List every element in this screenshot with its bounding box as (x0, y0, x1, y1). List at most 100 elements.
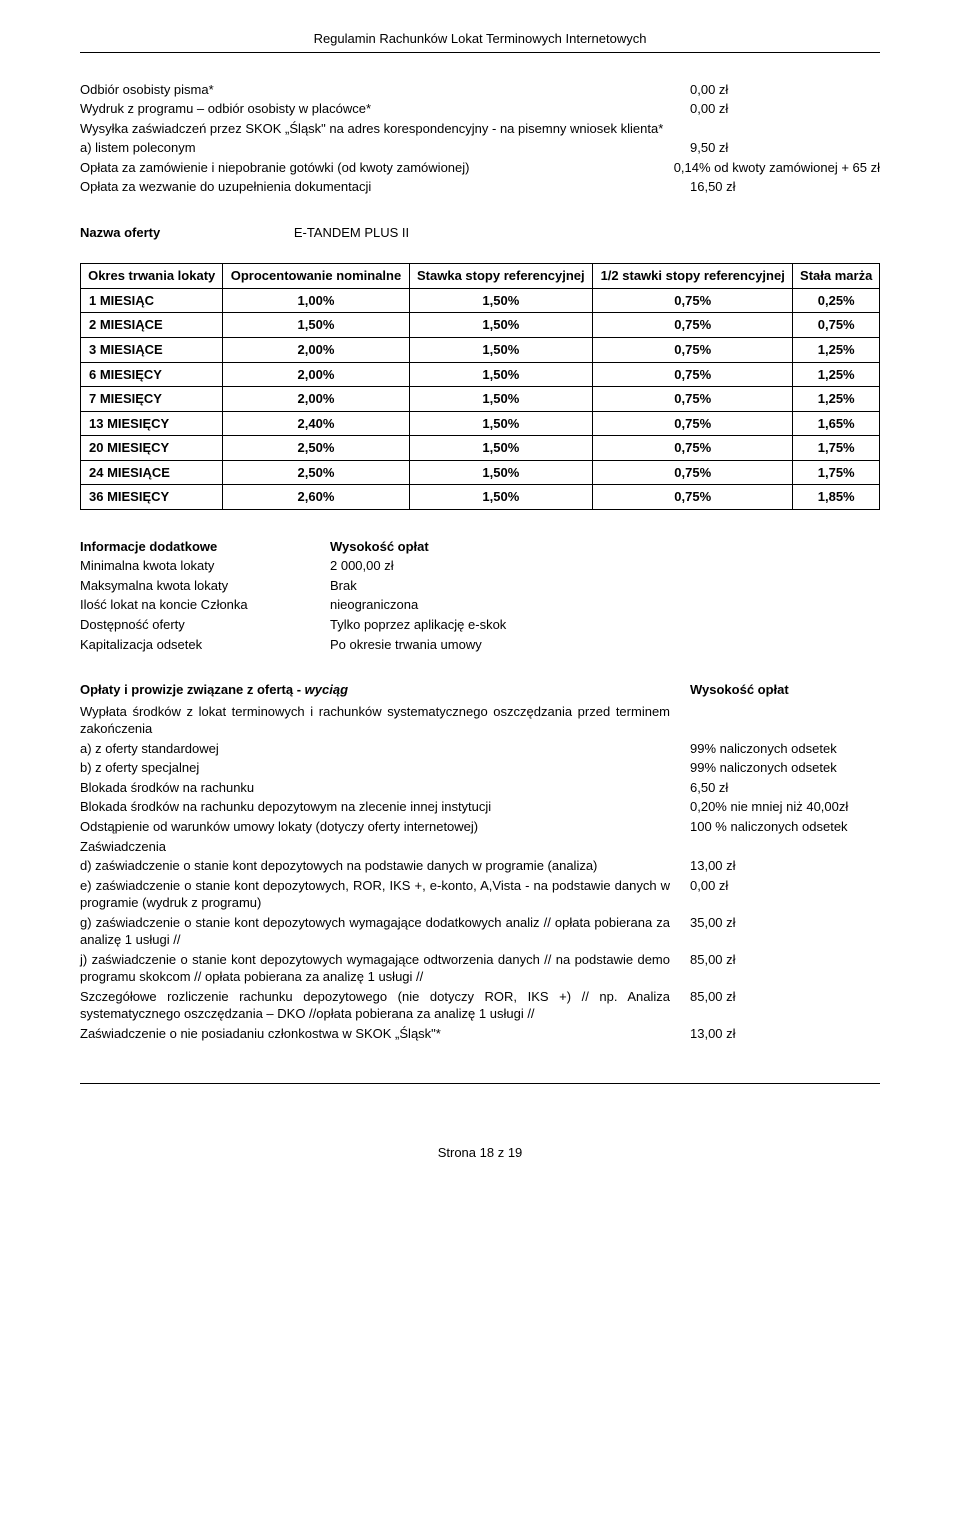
fee-row: Wypłata środków z lokat terminowych i ra… (80, 703, 880, 738)
rates-cell: 1,50% (409, 338, 592, 363)
fee-row: Wydruk z programu – odbiór osobisty w pl… (80, 100, 880, 118)
fee-value: 0,00 zł (690, 81, 880, 99)
rates-cell: 2,00% (223, 362, 409, 387)
fee-label: g) zaświadczenie o stanie kont depozytow… (80, 914, 690, 949)
rates-cell: 0,75% (793, 313, 880, 338)
info-value: nieograniczona (330, 596, 880, 614)
rates-cell: 7 MIESIĘCY (81, 387, 223, 412)
fee-value (690, 703, 880, 738)
fee-value: 85,00 zł (690, 988, 880, 1023)
footer-rule (80, 1083, 880, 1084)
fee-label: a) z oferty standardowej (80, 740, 690, 758)
rates-row: 7 MIESIĘCY2,00%1,50%0,75%1,25% (81, 387, 880, 412)
rates-cell: 2,00% (223, 387, 409, 412)
rates-cell: 0,75% (593, 288, 793, 313)
info-label: Minimalna kwota lokaty (80, 557, 330, 575)
fee-label: Odstąpienie od warunków umowy lokaty (do… (80, 818, 690, 836)
fee-row: Zaświadczenie o nie posiadaniu członkost… (80, 1025, 880, 1043)
fee-label: j) zaświadczenie o stanie kont depozytow… (80, 951, 690, 986)
rates-row: 2 MIESIĄCE1,50%1,50%0,75%0,75% (81, 313, 880, 338)
rates-cell: 1,50% (409, 411, 592, 436)
info-value: Brak (330, 577, 880, 595)
rates-cell: 20 MIESIĘCY (81, 436, 223, 461)
fee-value: 6,50 zł (690, 779, 880, 797)
fees2-block: Opłaty i prowizje związane z ofertą - wy… (80, 681, 880, 1042)
fee-value: 13,00 zł (690, 857, 880, 875)
fee-row: Opłata za wezwanie do uzupełnienia dokum… (80, 178, 880, 196)
rates-col-header: Oprocentowanie nominalne (223, 264, 409, 289)
fee-row: Wysyłka zaświadczeń przez SKOK „Śląsk" n… (80, 120, 880, 138)
offer-name-label: Nazwa oferty (80, 224, 160, 242)
rates-row: 13 MIESIĘCY2,40%1,50%0,75%1,65% (81, 411, 880, 436)
fee-row: a) listem poleconym9,50 zł (80, 139, 880, 157)
info-heading-left: Informacje dodatkowe (80, 538, 330, 556)
fee-value: 0,14% od kwoty zamówionej + 65 zł (674, 159, 880, 177)
info-row: Dostępność ofertyTylko poprzez aplikację… (80, 616, 880, 634)
fee-value: 35,00 zł (690, 914, 880, 949)
page-footer: Strona 18 z 19 (80, 1144, 880, 1162)
fee-row: Zaświadczenia (80, 838, 880, 856)
rates-cell: 1,50% (409, 387, 592, 412)
rates-cell: 36 MIESIĘCY (81, 485, 223, 510)
rates-cell: 0,75% (593, 387, 793, 412)
fee-label: Wypłata środków z lokat terminowych i ra… (80, 703, 690, 738)
fee-label: b) z oferty specjalnej (80, 759, 690, 777)
info-label: Dostępność oferty (80, 616, 330, 634)
info-row: Maksymalna kwota lokatyBrak (80, 577, 880, 595)
fee-value (690, 120, 880, 138)
info-value: Po okresie trwania umowy (330, 636, 880, 654)
rates-cell: 1,25% (793, 338, 880, 363)
rates-cell: 0,75% (593, 411, 793, 436)
fee-value: 0,00 zł (690, 100, 880, 118)
info-row: Minimalna kwota lokaty2 000,00 zł (80, 557, 880, 575)
info-value: 2 000,00 zł (330, 557, 880, 575)
fee-label: Blokada środków na rachunku (80, 779, 690, 797)
rates-table: Okres trwania lokatyOprocentowanie nomin… (80, 263, 880, 509)
rates-col-header: Stawka stopy referencyjnej (409, 264, 592, 289)
fee-label: Odbiór osobisty pisma* (80, 81, 690, 99)
rates-cell: 0,25% (793, 288, 880, 313)
rates-cell: 1,50% (409, 288, 592, 313)
rates-cell: 0,75% (593, 436, 793, 461)
rates-col-header: 1/2 stawki stopy referencyjnej (593, 264, 793, 289)
rates-cell: 6 MIESIĘCY (81, 362, 223, 387)
rates-cell: 1,85% (793, 485, 880, 510)
rates-cell: 0,75% (593, 362, 793, 387)
rates-cell: 0,75% (593, 338, 793, 363)
fee-label: Zaświadczenie o nie posiadaniu członkost… (80, 1025, 690, 1043)
fee-value: 0,00 zł (690, 877, 880, 912)
page-header: Regulamin Rachunków Lokat Terminowych In… (80, 30, 880, 48)
rates-cell: 2,60% (223, 485, 409, 510)
rates-row: 3 MIESIĄCE2,00%1,50%0,75%1,25% (81, 338, 880, 363)
fee-row: e) zaświadczenie o stanie kont depozytow… (80, 877, 880, 912)
fees2-heading-left: Opłaty i prowizje związane z ofertą - wy… (80, 681, 348, 699)
fee-value: 9,50 zł (690, 139, 880, 157)
info-label: Maksymalna kwota lokaty (80, 577, 330, 595)
info-row: Ilość lokat na koncie Członkanieogranicz… (80, 596, 880, 614)
fee-value: 99% naliczonych odsetek (690, 740, 880, 758)
rates-cell: 1,75% (793, 460, 880, 485)
rates-cell: 1,50% (409, 460, 592, 485)
header-rule (80, 52, 880, 53)
fee-label: Szczegółowe rozliczenie rachunku depozyt… (80, 988, 690, 1023)
rates-cell: 1,50% (409, 362, 592, 387)
rates-cell: 1,50% (409, 313, 592, 338)
info-block: Informacje dodatkowe Wysokość opłat Mini… (80, 538, 880, 653)
info-value: Tylko poprzez aplikację e-skok (330, 616, 880, 634)
rates-cell: 0,75% (593, 460, 793, 485)
rates-row: 1 MIESIĄC1,00%1,50%0,75%0,25% (81, 288, 880, 313)
rates-cell: 2,50% (223, 436, 409, 461)
fee-row: Opłata za zamówienie i niepobranie gotów… (80, 159, 880, 177)
fee-row: j) zaświadczenie o stanie kont depozytow… (80, 951, 880, 986)
rates-cell: 2,40% (223, 411, 409, 436)
rates-cell: 1,50% (409, 436, 592, 461)
rates-cell: 0,75% (593, 313, 793, 338)
fee-row: Szczegółowe rozliczenie rachunku depozyt… (80, 988, 880, 1023)
rates-cell: 3 MIESIĄCE (81, 338, 223, 363)
rates-cell: 1,65% (793, 411, 880, 436)
rates-cell: 1,25% (793, 387, 880, 412)
fee-label: Wydruk z programu – odbiór osobisty w pl… (80, 100, 690, 118)
rates-cell: 0,75% (593, 485, 793, 510)
rates-cell: 2,00% (223, 338, 409, 363)
fee-row: g) zaświadczenie o stanie kont depozytow… (80, 914, 880, 949)
